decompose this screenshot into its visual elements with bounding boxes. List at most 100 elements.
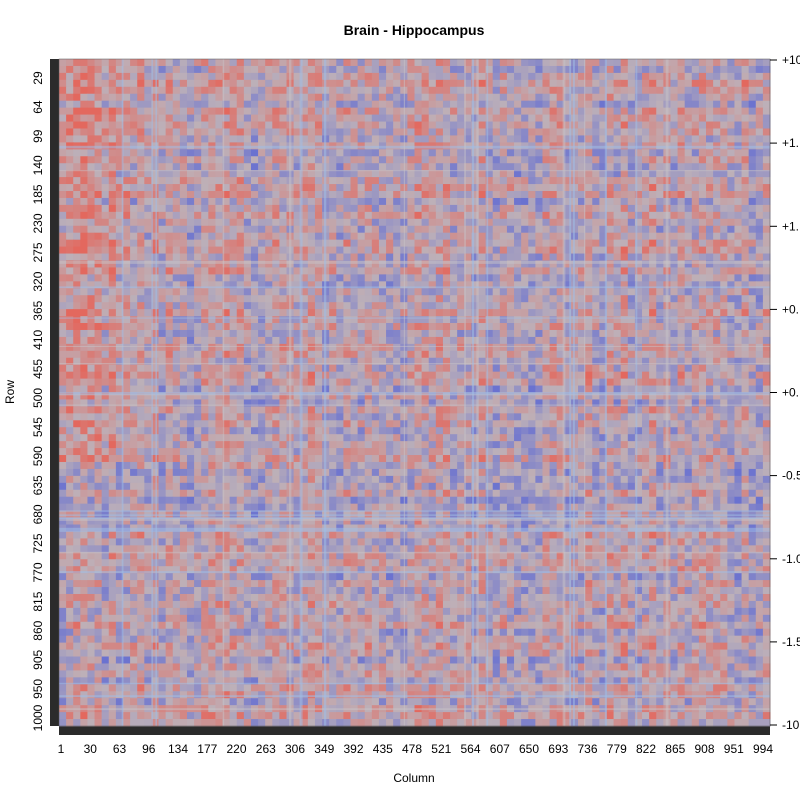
heatmap-cell — [734, 149, 743, 157]
heatmap-cell — [542, 336, 551, 345]
heatmap-cell — [464, 323, 472, 331]
heatmap-cell — [272, 197, 280, 206]
heatmap-cell — [329, 86, 337, 95]
heatmap-cell — [364, 302, 373, 310]
heatmap-cell — [307, 350, 316, 359]
heatmap-cell — [428, 246, 437, 255]
heatmap-cell — [80, 288, 88, 296]
heatmap-cell — [350, 170, 359, 178]
heatmap-cell — [258, 204, 266, 213]
heatmap-cell — [670, 184, 679, 192]
heatmap-cell — [222, 246, 231, 255]
heatmap-cell — [762, 225, 771, 234]
heatmap-cell — [727, 392, 735, 400]
heatmap-cell — [585, 59, 593, 67]
heatmap-cell — [165, 79, 174, 88]
heatmap-cell — [186, 93, 195, 102]
heatmap-cell — [435, 309, 444, 317]
heatmap-cell — [66, 329, 74, 338]
heatmap-cell — [727, 114, 735, 123]
heatmap-cell — [144, 246, 152, 255]
heatmap-cell — [535, 121, 543, 129]
heatmap-cell — [450, 239, 458, 248]
heatmap-cell — [599, 149, 607, 157]
heatmap-cell — [115, 288, 124, 296]
heatmap-cell — [528, 225, 536, 234]
heatmap-cell — [158, 149, 167, 157]
heatmap-cell — [563, 357, 572, 366]
heatmap-cell — [172, 399, 181, 407]
heatmap-cell — [642, 357, 650, 366]
heatmap-cell — [464, 343, 472, 352]
heatmap-cell — [542, 371, 551, 380]
heatmap-cell — [122, 288, 131, 296]
heatmap-cell — [741, 59, 750, 67]
heatmap-cell — [272, 232, 280, 241]
heatmap-cell — [720, 260, 728, 268]
heatmap-cell — [521, 378, 529, 387]
heatmap-cell — [649, 149, 657, 157]
heatmap-cell — [421, 246, 430, 255]
heatmap-cell — [755, 170, 764, 178]
heatmap-cell — [698, 114, 707, 123]
heatmap-cell — [272, 191, 280, 199]
heatmap-cell — [386, 156, 394, 164]
heatmap-cell — [478, 65, 487, 74]
heatmap-cell — [492, 107, 501, 116]
heatmap-cell — [130, 253, 138, 261]
heatmap-cell — [698, 336, 707, 345]
heatmap-cell — [243, 114, 252, 123]
heatmap-cell — [201, 225, 209, 234]
heatmap-cell — [748, 316, 757, 324]
heatmap-cell — [336, 79, 344, 88]
heatmap-cell — [73, 59, 81, 67]
heatmap-cell — [478, 86, 487, 95]
heatmap-cell — [343, 121, 352, 129]
heatmap-cell — [66, 295, 74, 303]
heatmap-cell — [378, 253, 387, 261]
heatmap-cell — [179, 260, 188, 268]
heatmap-cell — [336, 281, 344, 289]
heatmap-cell — [450, 65, 458, 74]
heatmap-cell — [279, 350, 288, 359]
heatmap-cell — [727, 316, 735, 324]
heatmap-cell — [293, 211, 302, 220]
heatmap-cell — [592, 357, 600, 366]
heatmap-cell — [421, 107, 430, 116]
heatmap-cell — [265, 323, 273, 331]
heatmap-cell — [521, 246, 529, 255]
heatmap-cell — [236, 225, 245, 234]
heatmap-cell — [350, 107, 359, 116]
heatmap-cell — [442, 232, 451, 241]
heatmap-cell — [208, 197, 216, 206]
heatmap-cell — [194, 385, 202, 393]
heatmap-cell — [762, 232, 771, 241]
heatmap-cell — [350, 392, 359, 400]
heatmap-cell — [670, 100, 679, 109]
heatmap-cell — [762, 100, 771, 109]
heatmap-cell — [386, 357, 394, 366]
heatmap-cell — [578, 93, 586, 102]
heatmap-cell — [606, 385, 615, 393]
heatmap-cell — [393, 357, 401, 366]
heatmap-cell — [485, 246, 494, 255]
heatmap-cell — [229, 309, 238, 317]
heatmap-cell — [428, 114, 437, 123]
heatmap-cell — [179, 211, 188, 220]
heatmap-cell — [492, 309, 501, 317]
heatmap-cell — [393, 135, 401, 143]
heatmap-cell — [215, 86, 224, 95]
heatmap-cell — [450, 309, 458, 317]
heatmap-cell — [80, 329, 88, 338]
heatmap-cell — [748, 72, 757, 81]
heatmap-cell — [329, 114, 337, 123]
heatmap-cell — [386, 107, 394, 116]
heatmap-cell — [229, 260, 238, 268]
heatmap-cell — [428, 79, 437, 88]
heatmap-cell — [514, 281, 522, 289]
heatmap-cell — [208, 65, 216, 74]
heatmap-cell — [741, 246, 750, 255]
heatmap-cell — [514, 225, 522, 234]
heatmap-cell — [314, 357, 323, 366]
heatmap-cell — [727, 218, 735, 227]
